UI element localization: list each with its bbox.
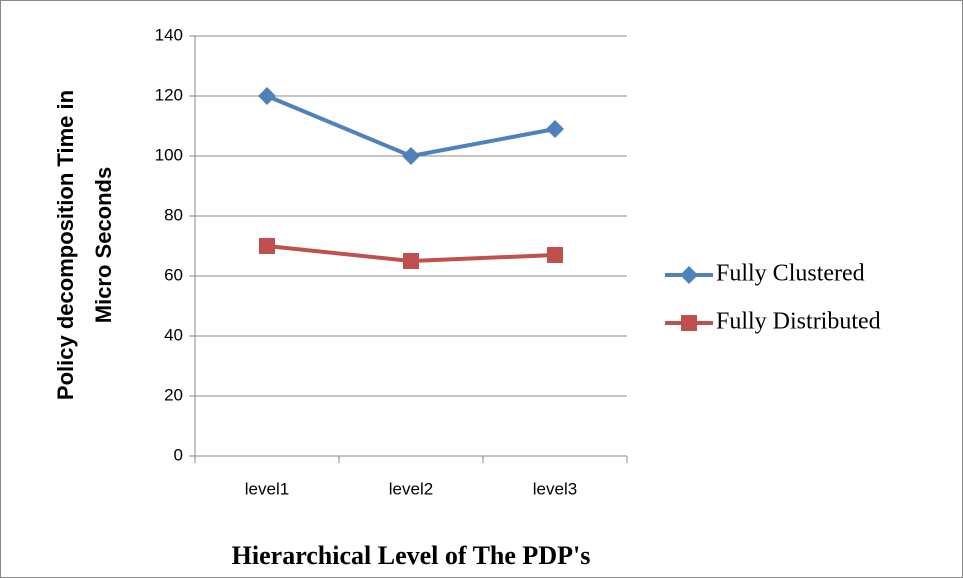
y-axis-title: Policy decomposition Time in Micro Secon… xyxy=(53,89,116,401)
marker xyxy=(546,120,564,138)
marker xyxy=(259,238,275,254)
y-tick-label: 80 xyxy=(164,205,183,224)
y-tick-label: 0 xyxy=(174,445,183,464)
marker xyxy=(402,147,420,165)
marker xyxy=(258,87,276,105)
x-tick-label: level1 xyxy=(245,479,289,498)
x-tick-label: level3 xyxy=(533,479,577,498)
marker xyxy=(547,247,563,263)
y-tick-label: 100 xyxy=(155,145,183,164)
x-axis-title: Hierarchical Level of The PDP's xyxy=(232,541,591,570)
marker xyxy=(403,253,419,269)
legend-label: Fully Clustered xyxy=(716,261,865,287)
y-tick-label: 20 xyxy=(164,385,183,404)
y-tick-label: 120 xyxy=(155,85,183,104)
y-tick-label: 60 xyxy=(164,265,183,284)
x-tick-label: level2 xyxy=(389,479,433,498)
marker xyxy=(681,315,697,331)
y-tick-label: 140 xyxy=(155,25,183,44)
legend-label: Fully Distributed xyxy=(716,309,881,335)
marker xyxy=(680,266,698,284)
y-tick-label: 40 xyxy=(164,325,183,344)
